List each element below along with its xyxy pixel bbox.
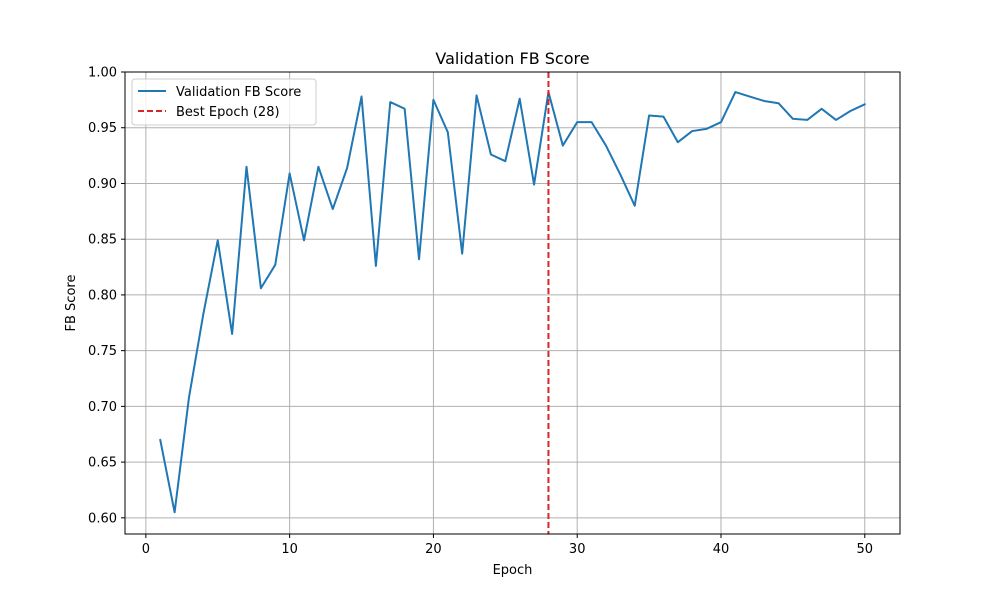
chart-title: Validation FB Score (435, 49, 589, 68)
y-tick-label: 0.70 (88, 400, 117, 415)
x-tick-label: 50 (856, 542, 873, 557)
legend-label-best-epoch: Best Epoch (28) (176, 105, 280, 120)
x-axis-label: Epoch (493, 563, 533, 578)
plot-area (159, 72, 866, 534)
y-tick-label: 0.85 (88, 233, 117, 248)
series-line-validation-fb-score (159, 91, 866, 514)
y-axis-label: FB Score (64, 275, 79, 332)
legend-label-score: Validation FB Score (176, 85, 301, 100)
legend: Validation FB Score Best Epoch (28) (131, 78, 317, 126)
legend-box (131, 78, 317, 126)
y-tick-label: 0.75 (88, 344, 117, 359)
y-tick-label: 1.00 (88, 66, 117, 81)
x-tick-label: 10 (281, 542, 298, 557)
x-tick-label: 30 (569, 542, 586, 557)
y-tick-label: 0.60 (88, 511, 117, 526)
y-axis-ticks: 0.60 0.65 0.70 0.75 0.80 0.85 0.90 0.95 1.00 (88, 66, 125, 526)
y-tick-label: 0.90 (88, 177, 117, 192)
y-tick-label: 0.65 (88, 456, 117, 471)
y-tick-label: 0.95 (88, 121, 117, 136)
x-tick-label: 20 (425, 542, 442, 557)
x-axis-ticks: 0 10 20 30 40 50 (142, 534, 873, 557)
x-tick-label: 0 (142, 542, 150, 557)
y-tick-label: 0.80 (88, 288, 117, 303)
axes-frame (124, 71, 901, 535)
x-tick-label: 40 (713, 542, 730, 557)
